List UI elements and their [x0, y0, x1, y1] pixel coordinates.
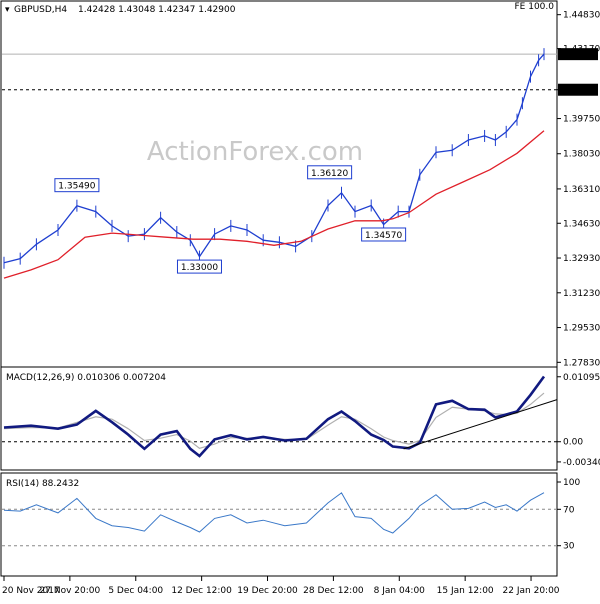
rsi-line — [3, 492, 545, 534]
current-price-box — [558, 48, 598, 61]
price-tick-label: 1.31230 — [563, 289, 600, 299]
macd-tick-label: -0.003404 — [563, 458, 600, 468]
x-tick-label: 19 Dec 20:00 — [237, 586, 298, 596]
macd-panel-frame — [0, 366, 558, 471]
annotation-label: 1.34570 — [365, 231, 402, 241]
annotation-box — [307, 165, 353, 180]
price-layer: 1.448301.431701.397501.380301.363101.346… — [2, 11, 600, 368]
annotation-label: 1.33000 — [181, 263, 218, 273]
x-tick-label: 20 Nov 2017 — [2, 586, 60, 596]
price-tick-label: 1.32930 — [563, 254, 600, 264]
macd-tick-label: 0.010959 — [563, 373, 600, 383]
watermark: ActionForex.com — [147, 137, 363, 167]
price-tick-label: 1.36310 — [563, 185, 600, 195]
macd-label: MACD(12,26,9) 0.010306 0.007204 — [6, 373, 166, 383]
x-tick-label: 12 Dec 12:00 — [171, 586, 232, 596]
x-tick-label: 15 Jan 12:00 — [437, 586, 494, 596]
current-price-label: 1.42900 — [561, 50, 598, 60]
x-tick-label: 22 Jan 20:00 — [503, 586, 560, 596]
moving-average-line — [3, 130, 545, 279]
macd-layer: 0.010959 0.00 -0.003404 — [2, 373, 600, 468]
x-tick-label: 5 Dec 04:00 — [108, 586, 163, 596]
rsi-label: RSI(14) 88.2432 — [6, 479, 79, 489]
level-price-box — [558, 83, 598, 96]
annotation-box — [54, 178, 100, 193]
rsi-panel-frame — [0, 472, 558, 577]
header-arrow: ▾ — [5, 5, 10, 15]
macd-tick-label: 0.00 — [563, 438, 583, 448]
price-tick-label: 1.29530 — [563, 324, 600, 334]
annotation-label: 1.35490 — [58, 182, 95, 192]
macd-line — [3, 375, 546, 458]
level-price-label: 1.41160 — [561, 86, 598, 96]
annotation-box — [361, 227, 407, 242]
rsi-tick-label: 70 — [563, 505, 575, 515]
annotation-box — [176, 259, 222, 274]
rsi-tick-label: 100 — [563, 478, 580, 488]
price-tick-label: 1.38030 — [563, 150, 600, 160]
fe-label: FE 100.0 — [515, 2, 555, 12]
header-symbol: GBPUSD,H4 — [14, 5, 67, 15]
price-tick-label: 1.34630 — [563, 219, 600, 229]
x-tick-label: 8 Jan 04:00 — [374, 586, 426, 596]
annotation-label: 1.36120 — [311, 169, 348, 179]
price-tick-label: 1.44830 — [563, 11, 600, 21]
price-tick-label: 1.27830 — [563, 358, 600, 368]
macd-trendline — [403, 399, 558, 450]
price-tick-label: 1.39750 — [563, 115, 600, 125]
rsi-tick-label: 30 — [563, 542, 575, 552]
x-tick-label: 27 Nov 20:00 — [40, 586, 101, 596]
header-ohlc: 1.42428 1.43048 1.42347 1.42900 — [78, 5, 236, 15]
rsi-layer: 100 70 30 — [2, 478, 580, 552]
x-tick-label: 28 Dec 12:00 — [303, 586, 364, 596]
